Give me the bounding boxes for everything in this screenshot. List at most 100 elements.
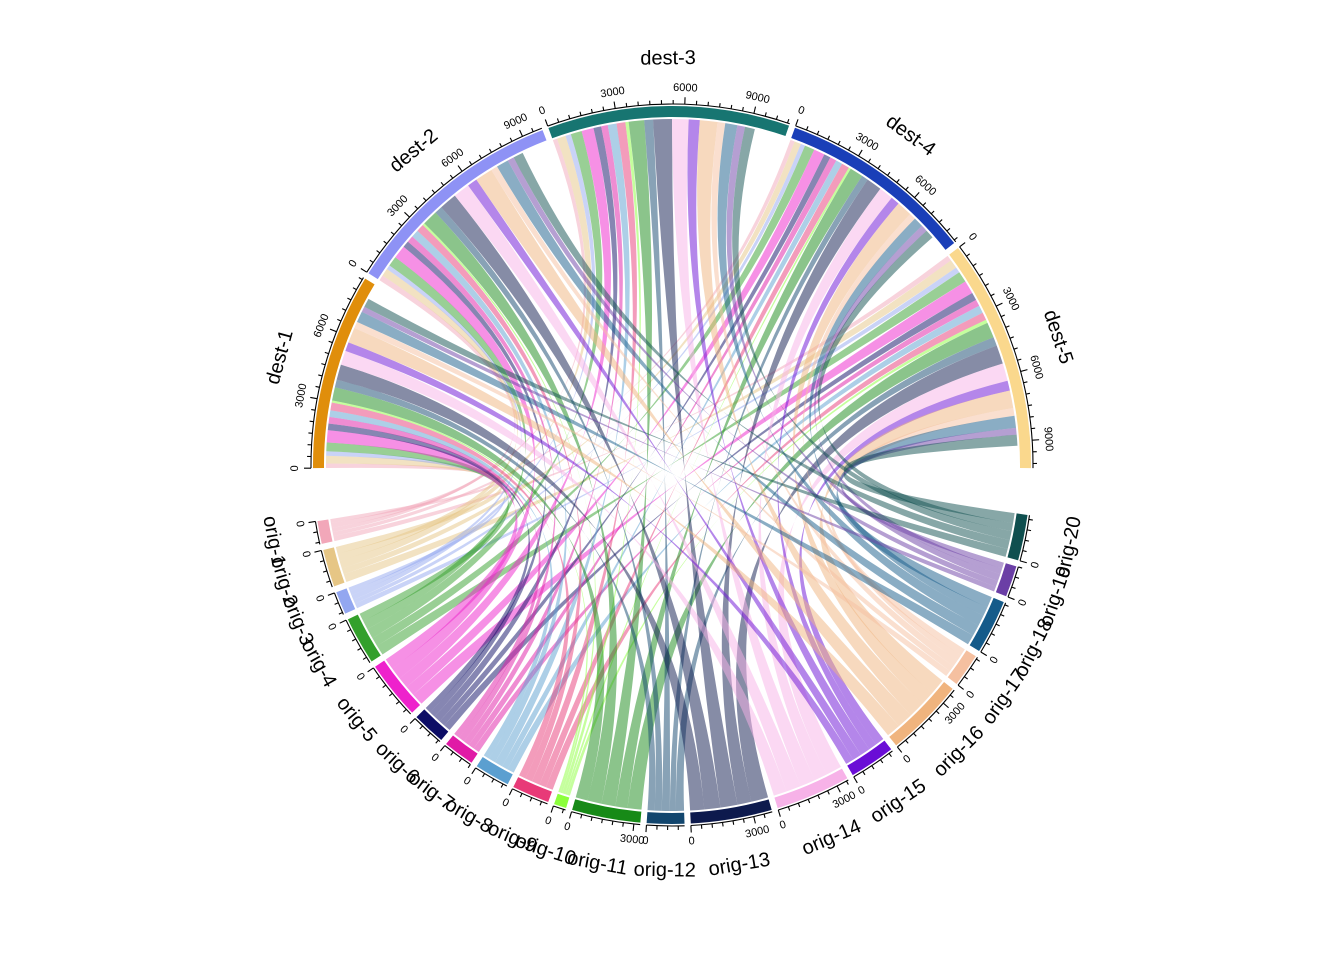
tick-dest-4 xyxy=(914,192,920,198)
tick-orig-11 xyxy=(601,819,603,824)
tick-orig-6 xyxy=(427,732,431,737)
tick-dest-1 xyxy=(324,351,329,355)
chord-orig-15-dest-2 xyxy=(468,179,861,760)
tick-dest-4 xyxy=(837,140,841,145)
tick-label-orig-19: 0 xyxy=(1016,598,1029,608)
chord-orig-7-dest-4 xyxy=(468,157,837,749)
label-dest-4: dest-4 xyxy=(882,110,940,160)
tick-dest-5 xyxy=(1017,358,1022,361)
tick-label-dest-2: 6000 xyxy=(439,146,466,170)
tick-dest-1 xyxy=(321,363,326,366)
label-orig-15: orig-15 xyxy=(866,775,930,828)
tick-dest-1 xyxy=(341,308,347,311)
tick-dest-5 xyxy=(995,302,1003,307)
tick-orig-1 xyxy=(308,520,316,524)
tick-orig-20 xyxy=(1022,550,1027,553)
chord-orig-14-dest-2 xyxy=(454,185,801,792)
tick-orig-20 xyxy=(1024,539,1030,542)
tick-orig-7 xyxy=(439,745,446,752)
tick-dest-4 xyxy=(848,146,851,151)
chord-orig-4-dest-1 xyxy=(326,442,509,622)
tick-orig-6 xyxy=(409,718,416,724)
tick-orig-19 xyxy=(1014,576,1020,579)
tick-orig-16 xyxy=(942,702,949,709)
tick-orig-18 xyxy=(1004,604,1009,607)
sector-orig-7 xyxy=(446,735,478,763)
tick-dest-2 xyxy=(519,129,523,137)
tick-orig-3 xyxy=(338,612,343,615)
axis-line-orig-12 xyxy=(646,824,685,827)
sector-dest-1 xyxy=(313,278,375,469)
tick-orig-1 xyxy=(315,541,320,544)
tick-dest-1 xyxy=(328,340,333,344)
sector-orig-2 xyxy=(323,547,345,587)
tick-label-orig-10: 0 xyxy=(543,814,553,827)
tick-label-dest-1: 3000 xyxy=(293,383,309,409)
chord-orig-18-dest-5 xyxy=(836,415,1017,608)
tick-orig-4 xyxy=(362,656,367,660)
tick-label-orig-16: 0 xyxy=(901,753,913,766)
tick-dest-3 xyxy=(579,111,582,116)
tick-dest-3 xyxy=(742,106,744,112)
sector-orig-5 xyxy=(375,660,421,713)
tick-orig-11 xyxy=(611,821,614,826)
tick-dest-2 xyxy=(469,161,473,165)
tick-dest-4 xyxy=(946,227,951,232)
axis-line-dest-4 xyxy=(795,125,957,243)
tick-orig-18 xyxy=(995,623,1000,627)
chord-orig-16-dest-2 xyxy=(476,169,911,727)
tick-label-dest-5: 3000 xyxy=(1000,285,1022,312)
tick-dest-1 xyxy=(311,409,316,411)
tick-orig-5 xyxy=(367,667,374,673)
tick-orig-11 xyxy=(632,823,635,831)
tick-dest-4 xyxy=(953,237,958,241)
sector-orig-19 xyxy=(995,563,1017,597)
tick-orig-18 xyxy=(980,651,988,657)
tick-dest-4 xyxy=(827,135,831,140)
tick-orig-5 xyxy=(402,708,407,713)
tick-dest-4 xyxy=(922,202,927,206)
chord-orig-17-dest-3 xyxy=(711,122,958,667)
tick-dest-2 xyxy=(360,268,368,273)
tick-dest-5 xyxy=(1025,392,1031,395)
chord-orig-1-dest-1 xyxy=(326,463,501,524)
tick-orig-17 xyxy=(957,684,964,690)
tick-orig-18 xyxy=(990,633,996,636)
tick-orig-10 xyxy=(550,805,554,813)
sector-orig-4 xyxy=(347,614,381,662)
chord-orig-2-dest-2 xyxy=(337,269,519,561)
tick-orig-11 xyxy=(580,814,583,819)
tick-label-dest-2: 0 xyxy=(346,258,359,270)
tick-label-orig-13: 0 xyxy=(688,835,695,847)
tick-orig-8 xyxy=(491,778,495,783)
sector-orig-14 xyxy=(774,768,848,809)
tick-dest-2 xyxy=(457,165,463,172)
axis-line-orig-8 xyxy=(475,767,508,787)
tick-dest-3 xyxy=(556,118,560,123)
tick-dest-5 xyxy=(966,253,971,257)
tick-orig-13 xyxy=(721,822,724,827)
tick-dest-1 xyxy=(315,385,320,388)
axis-line-orig-4 xyxy=(345,619,371,663)
tick-label-dest-5: 6000 xyxy=(1027,354,1045,381)
tick-label-orig-3: 0 xyxy=(313,594,326,604)
tick-orig-14 xyxy=(787,806,791,811)
tick-dest-3 xyxy=(775,115,779,120)
sector-orig-9 xyxy=(513,777,552,802)
chord-orig-6-dest-2 xyxy=(403,241,546,717)
chord-orig-13-dest-3 xyxy=(653,119,738,808)
chord-orig-8-dest-4 xyxy=(502,160,843,770)
tick-orig-10 xyxy=(561,809,564,814)
tick-dest-2 xyxy=(414,205,419,210)
chord-orig-12-dest-3 xyxy=(644,119,671,811)
tick-orig-7 xyxy=(467,764,471,769)
sector-dest-2 xyxy=(368,130,547,280)
label-dest-5: dest-5 xyxy=(1039,307,1077,367)
sector-orig-16 xyxy=(889,682,953,746)
tick-orig-8 xyxy=(482,773,486,778)
chord-orig-14-dest-3 xyxy=(672,119,815,787)
tick-orig-17 xyxy=(976,658,981,662)
tick-orig-14 xyxy=(797,802,801,808)
